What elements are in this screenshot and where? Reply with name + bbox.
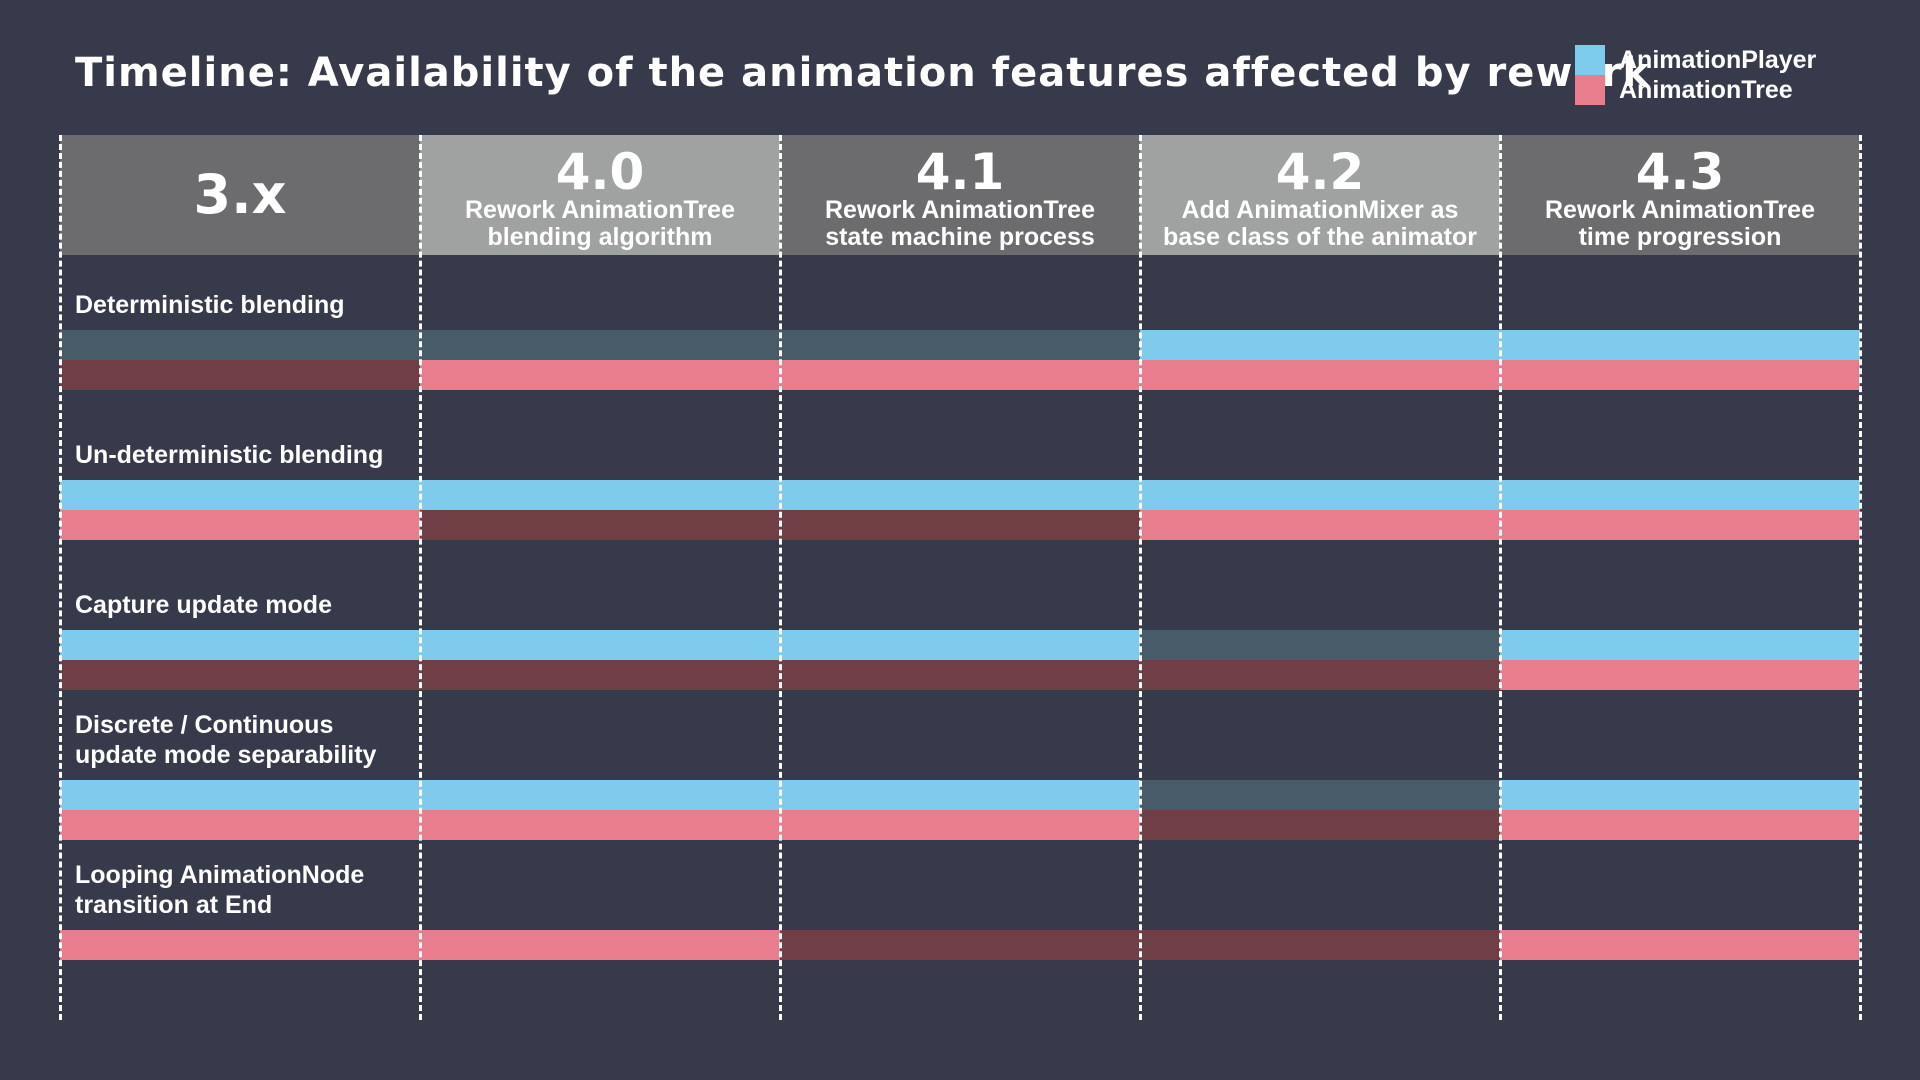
- header-cell-4-1: 4.1 Rework AnimationTree state machine pro…: [780, 135, 1140, 255]
- animationplayer-bar-4-1: [780, 780, 1140, 810]
- animationtree-bar-4-1: [780, 660, 1140, 690]
- animationplayer-bar-4-0: [420, 330, 780, 360]
- animationplayer-bar-4-3: [1500, 630, 1860, 660]
- feature-label: Looping AnimationNode transition at End: [75, 860, 364, 920]
- animationtree-bar-4-1: [780, 930, 1140, 960]
- animationplayer-bar-3-x: [60, 330, 420, 360]
- animationtree-bar-4-0: [420, 660, 780, 690]
- animationplayer-bar-4-2: [1140, 630, 1500, 660]
- legend-label: AnimationPlayer: [1619, 46, 1817, 74]
- animationtree-bar-3-x: [60, 930, 420, 960]
- animationtree-bar-4-0: [420, 930, 780, 960]
- animationplayer-bar-4-0: [420, 480, 780, 510]
- column-divider: [419, 135, 422, 1020]
- legend-label: AnimationTree: [1619, 76, 1793, 104]
- animationplayer-bar-4-3: [1500, 480, 1860, 510]
- feature-label-line: Discrete / Continuous: [75, 711, 334, 739]
- animationtree-bar-4-2: [1140, 360, 1500, 390]
- animationplayer-bar-3-x: [60, 780, 420, 810]
- column-divider: [1859, 135, 1862, 1020]
- animationtree-bar-4-3: [1500, 360, 1860, 390]
- animationtree-bar-3-x: [60, 360, 420, 390]
- version-description: base class of the animator: [1162, 223, 1477, 251]
- animationtree-bar-4-3: [1500, 660, 1860, 690]
- animationtree-bar-4-3: [1500, 510, 1860, 540]
- version-label: 4.2: [1275, 143, 1365, 201]
- version-description: blending algorithm: [487, 223, 713, 251]
- version-label: 4.1: [915, 143, 1005, 201]
- animationplayer-bar-4-2: [1140, 330, 1500, 360]
- version-description: Rework AnimationTree: [465, 196, 735, 224]
- column-divider: [59, 135, 62, 1020]
- version-label: 4.0: [555, 143, 645, 201]
- legend-swatch: [1575, 75, 1605, 105]
- column-divider: [1139, 135, 1142, 1020]
- feature-label-line: Capture update mode: [75, 591, 332, 619]
- animationtree-bar-4-0: [420, 510, 780, 540]
- header-cell-4-0: 4.0 Rework AnimationTree blending algorith…: [420, 135, 780, 255]
- animationtree-bar-4-2: [1140, 660, 1500, 690]
- version-description: state machine process: [825, 223, 1095, 251]
- feature-label: Deterministic blending: [75, 290, 344, 320]
- animationtree-bar-4-2: [1140, 510, 1500, 540]
- column-divider: [779, 135, 782, 1020]
- feature-label: Capture update mode: [75, 590, 332, 620]
- animationtree-bar-3-x: [60, 660, 420, 690]
- feature-label-line: transition at End: [75, 891, 273, 919]
- animationtree-bar-3-x: [60, 510, 420, 540]
- feature-label-line: Un-deterministic blending: [75, 441, 384, 469]
- animationtree-bar-4-2: [1140, 930, 1500, 960]
- animationplayer-bar-4-1: [780, 480, 1140, 510]
- version-label: 3.x: [193, 163, 287, 226]
- version-description: time progression: [1578, 223, 1782, 251]
- version-description: Rework AnimationTree: [825, 196, 1095, 224]
- feature-label-line: update mode separability: [75, 741, 377, 769]
- feature-label: Un-deterministic blending: [75, 440, 383, 470]
- animationtree-bar-4-3: [1500, 930, 1860, 960]
- animationplayer-bar-4-1: [780, 330, 1140, 360]
- animationplayer-bar-4-3: [1500, 780, 1860, 810]
- legend-swatch: [1575, 45, 1605, 75]
- animationplayer-bar-3-x: [60, 480, 420, 510]
- animationtree-bar-4-1: [780, 360, 1140, 390]
- animationplayer-bar-4-3: [1500, 330, 1860, 360]
- animationtree-bar-4-2: [1140, 810, 1500, 840]
- feature-label: Discrete / Continuous update mode separab…: [75, 710, 376, 770]
- animationplayer-bar-4-2: [1140, 780, 1500, 810]
- page-title: Timeline: Availability of the animation …: [75, 50, 1651, 96]
- column-divider: [1499, 135, 1502, 1020]
- animationplayer-bar-4-2: [1140, 480, 1500, 510]
- animationplayer-bar-4-0: [420, 630, 780, 660]
- animationtree-bar-4-0: [420, 810, 780, 840]
- version-description: Rework AnimationTree: [1545, 196, 1815, 224]
- animationtree-bar-4-1: [780, 510, 1140, 540]
- animationtree-bar-4-1: [780, 810, 1140, 840]
- header-cell-4-3: 4.3 Rework AnimationTree time progression: [1500, 135, 1860, 255]
- animationtree-bar-3-x: [60, 810, 420, 840]
- version-description: Add AnimationMixer as: [1181, 196, 1459, 224]
- animationtree-bar-4-3: [1500, 810, 1860, 840]
- feature-label-line: Looping AnimationNode: [75, 861, 365, 889]
- header-cell-4-2: 4.2 Add AnimationMixer as base class of th…: [1140, 135, 1500, 255]
- animationplayer-bar-4-0: [420, 780, 780, 810]
- version-label: 4.3: [1635, 143, 1725, 201]
- animationplayer-bar-3-x: [60, 630, 420, 660]
- feature-label-line: Deterministic blending: [75, 291, 345, 319]
- animationplayer-bar-4-1: [780, 630, 1140, 660]
- header-cell-3-x: 3.x: [60, 135, 420, 255]
- animationtree-bar-4-0: [420, 360, 780, 390]
